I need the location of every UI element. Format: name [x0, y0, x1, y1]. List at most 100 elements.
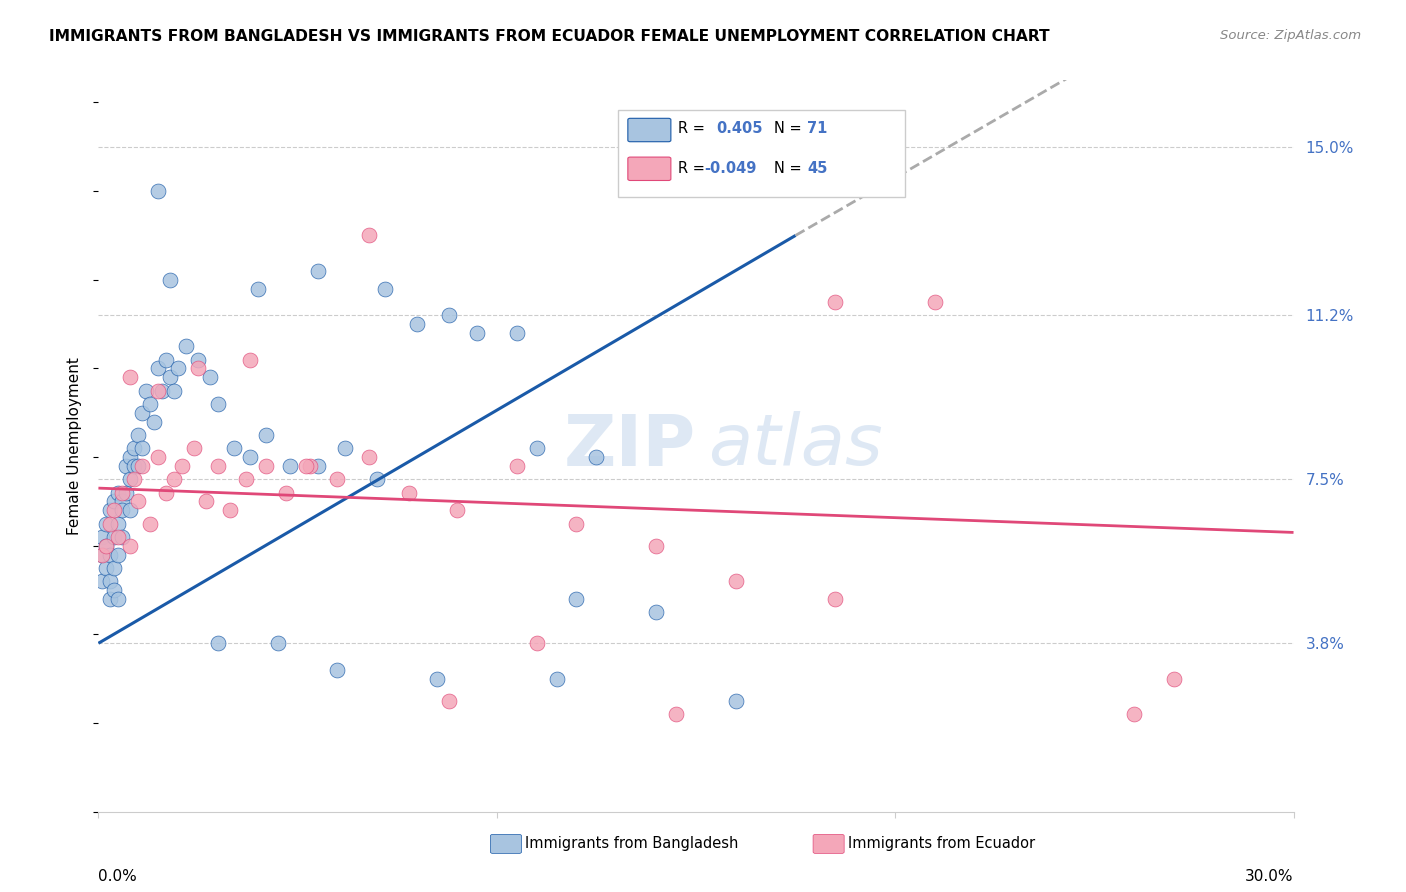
FancyBboxPatch shape [619, 110, 905, 197]
Point [103, 494, 125, 508]
Text: 45: 45 [807, 161, 828, 176]
Point [120, 472, 142, 486]
Point [274, 485, 297, 500]
Point [148, 361, 170, 376]
Point [465, 326, 488, 340]
Text: 0.0%: 0.0% [98, 870, 138, 884]
Point [103, 561, 125, 575]
Point [124, 472, 146, 486]
Text: N =: N = [773, 121, 806, 136]
Point [155, 485, 177, 500]
Point [924, 294, 946, 309]
Point [824, 591, 846, 606]
Point [139, 397, 162, 411]
Point [148, 384, 170, 398]
FancyBboxPatch shape [813, 834, 844, 854]
Point [131, 406, 153, 420]
Point [103, 503, 125, 517]
Point [120, 539, 142, 553]
Point [526, 636, 548, 650]
Point [335, 441, 357, 455]
Point [96, 561, 118, 575]
Point [98, 516, 122, 531]
Point [366, 472, 388, 486]
Point [222, 441, 245, 455]
Point [207, 458, 229, 473]
Text: Source: ZipAtlas.com: Source: ZipAtlas.com [1220, 29, 1361, 43]
Text: N =: N = [773, 161, 806, 176]
Point [91, 548, 114, 562]
Point [159, 273, 181, 287]
Point [326, 472, 349, 486]
Point [148, 184, 170, 198]
Text: -0.049: -0.049 [704, 161, 756, 176]
Point [506, 458, 529, 473]
Point [120, 450, 142, 464]
Point [107, 548, 129, 562]
Point [546, 672, 568, 686]
FancyBboxPatch shape [491, 834, 522, 854]
Point [526, 441, 548, 455]
Point [91, 548, 114, 562]
Point [219, 503, 242, 517]
Point [1163, 672, 1185, 686]
Point [91, 530, 114, 544]
Point [120, 503, 142, 517]
Point [143, 415, 166, 429]
Point [150, 384, 173, 398]
Point [124, 458, 146, 473]
Point [565, 591, 588, 606]
Point [665, 707, 688, 722]
Point [115, 485, 138, 500]
Point [824, 294, 846, 309]
Point [107, 591, 129, 606]
Point [159, 370, 181, 384]
Point [103, 583, 125, 598]
Point [198, 370, 221, 384]
Point [183, 441, 205, 455]
FancyBboxPatch shape [628, 119, 671, 142]
Point [103, 530, 125, 544]
Point [374, 282, 396, 296]
Point [107, 485, 129, 500]
Text: IMMIGRANTS FROM BANGLADESH VS IMMIGRANTS FROM ECUADOR FEMALE UNEMPLOYMENT CORREL: IMMIGRANTS FROM BANGLADESH VS IMMIGRANTS… [49, 29, 1050, 45]
Point [307, 264, 329, 278]
Point [326, 663, 349, 677]
Point [111, 503, 134, 517]
Point [406, 317, 429, 331]
Point [585, 450, 607, 464]
Point [163, 384, 186, 398]
Point [111, 530, 134, 544]
Y-axis label: Female Unemployment: Female Unemployment [67, 357, 83, 535]
Point [235, 472, 257, 486]
Point [155, 352, 177, 367]
Point [267, 636, 290, 650]
Point [131, 441, 153, 455]
Point [426, 672, 449, 686]
Point [298, 458, 321, 473]
Text: 30.0%: 30.0% [1246, 870, 1294, 884]
Point [359, 228, 381, 243]
Point [254, 428, 277, 442]
Point [139, 516, 162, 531]
Text: R =: R = [678, 121, 714, 136]
Point [96, 516, 118, 531]
Point [239, 450, 262, 464]
Point [207, 397, 229, 411]
Point [645, 605, 668, 619]
Point [207, 636, 229, 650]
Point [294, 458, 316, 473]
Point [437, 694, 460, 708]
Point [120, 370, 142, 384]
Point [111, 485, 134, 500]
Text: ZIP: ZIP [564, 411, 696, 481]
Point [148, 450, 170, 464]
Point [98, 548, 122, 562]
Point [127, 428, 149, 442]
Point [307, 458, 329, 473]
Point [195, 494, 218, 508]
Point [115, 458, 138, 473]
Point [127, 494, 149, 508]
Point [187, 361, 209, 376]
Point [398, 485, 420, 500]
